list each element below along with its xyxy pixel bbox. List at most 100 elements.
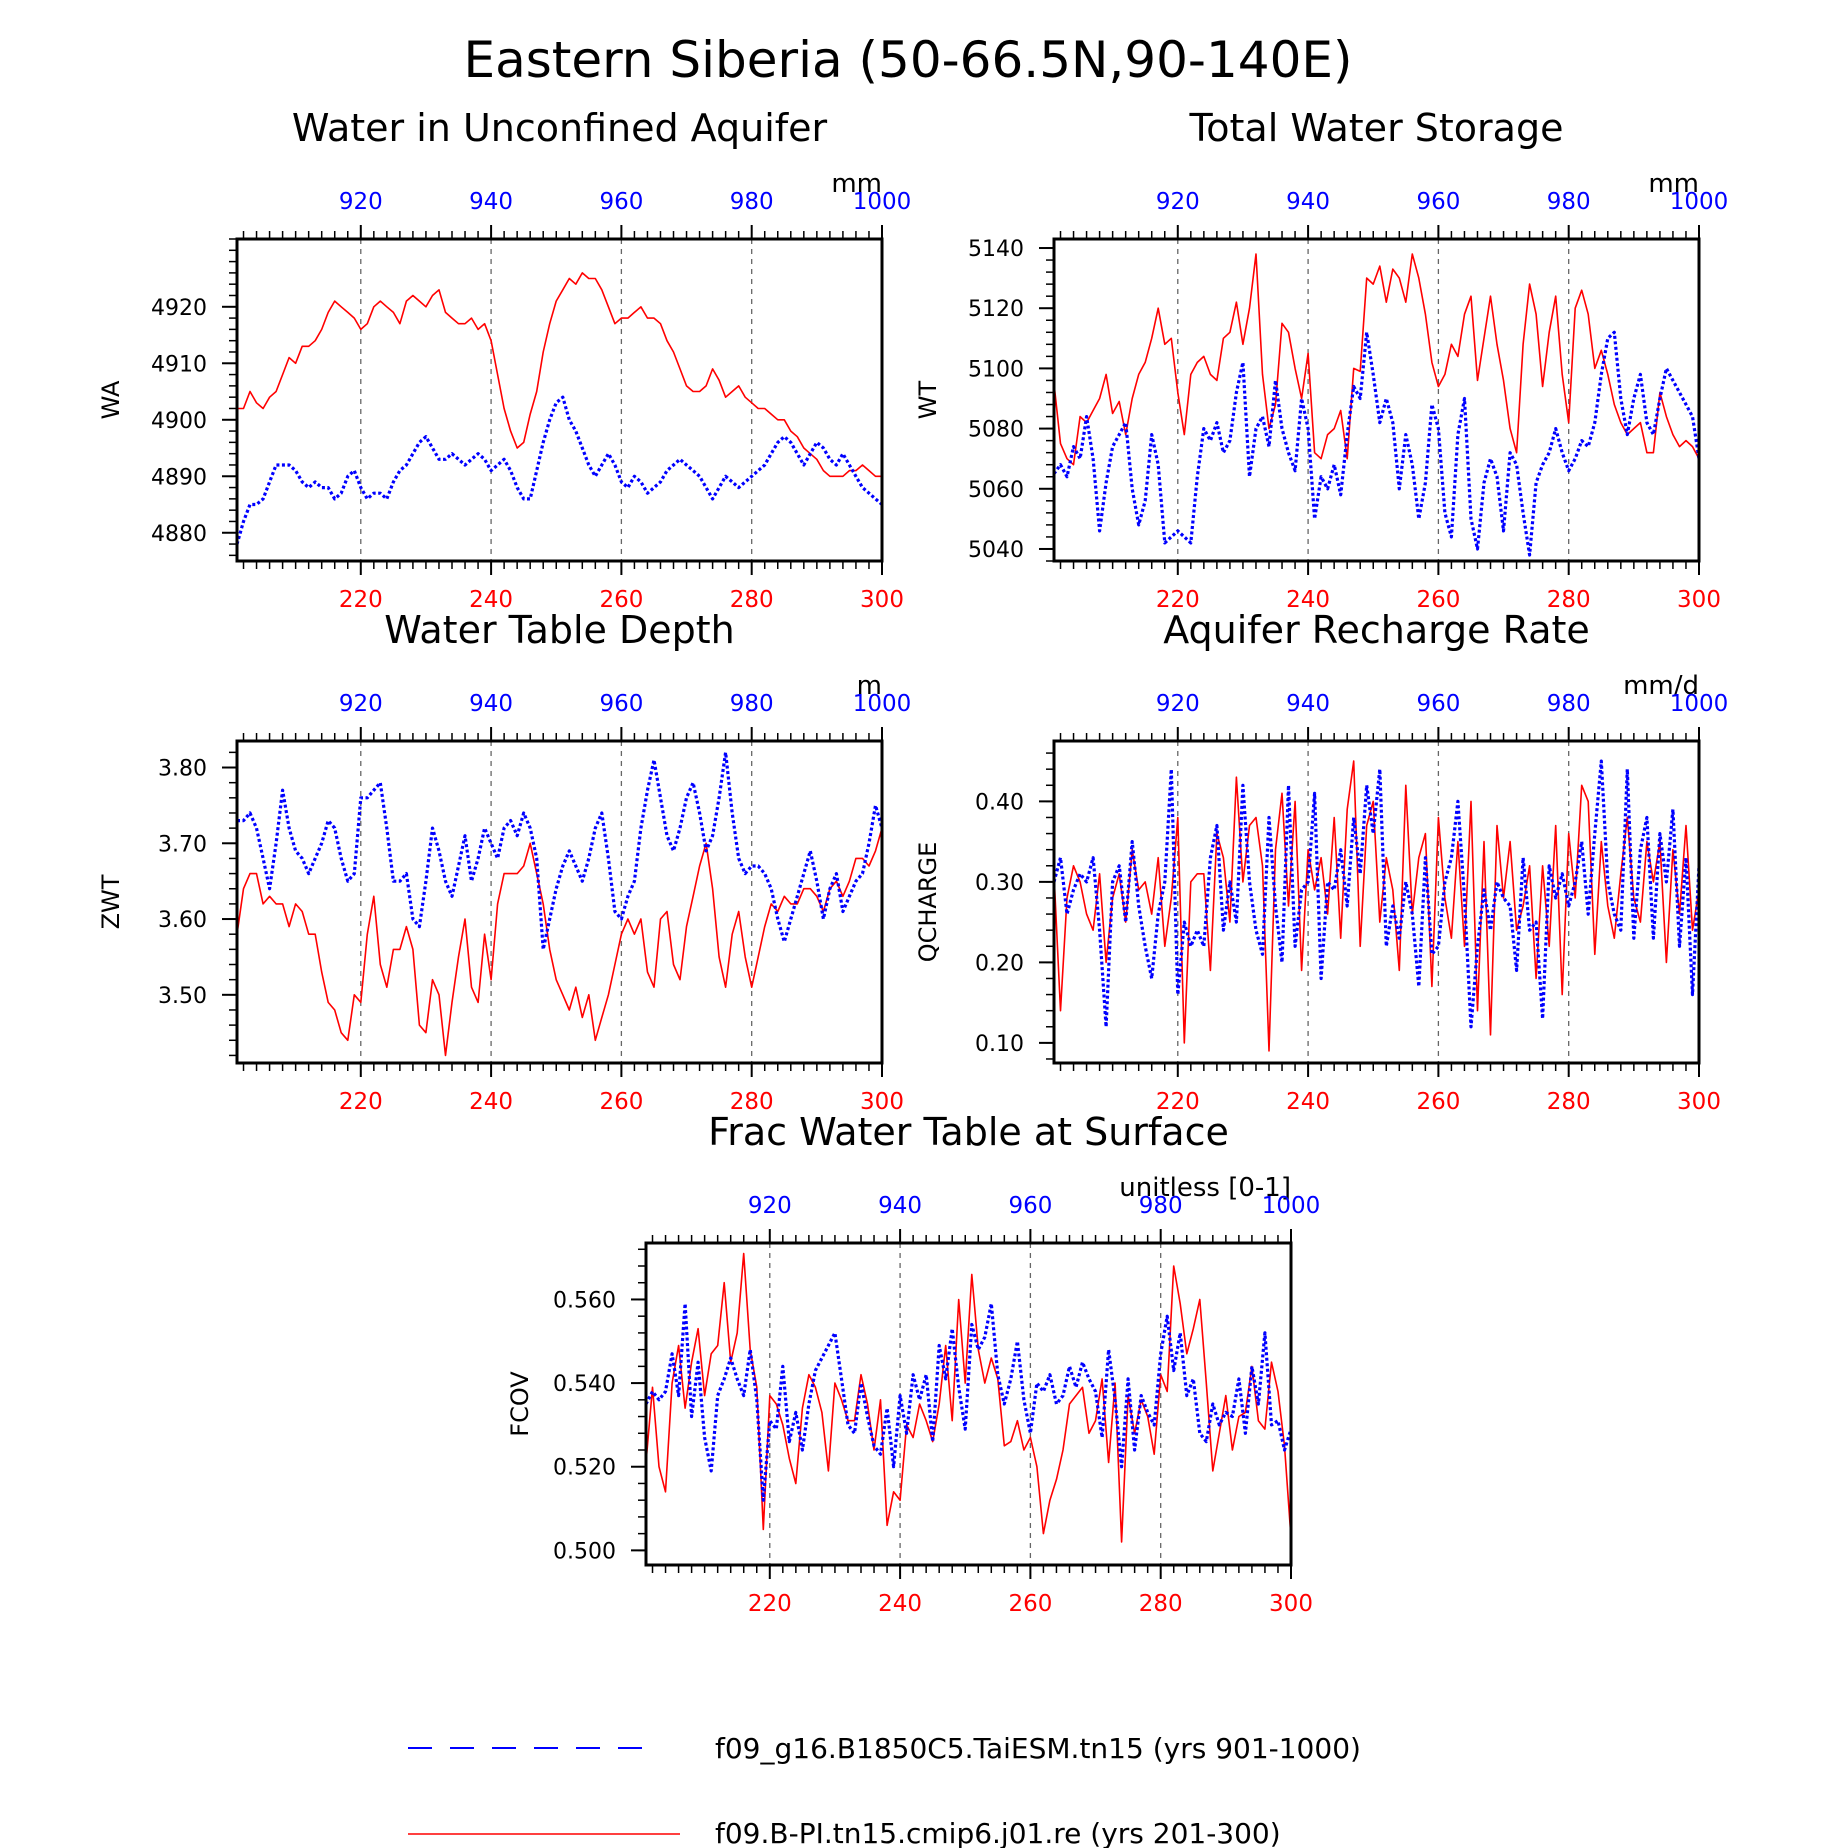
x-tick-label-bottom: 300 (860, 1089, 904, 1115)
y-tick-label: 0.40 (975, 790, 1024, 815)
x-tick-label-bottom: 260 (599, 587, 643, 613)
series-line-wt-blue (1052, 330, 1701, 557)
panel-wt: Total Water Storage mm WT 220 240 260 280 300 92… (914, 106, 1728, 613)
x-tick-label-bottom: 280 (1547, 587, 1591, 613)
x-tick-label-top: 1000 (1262, 1193, 1321, 1219)
y-axis-label-qcharge: QCHARGE (914, 842, 942, 963)
units-label-wt: mm (1648, 169, 1699, 199)
x-tick-label-bottom: 280 (1139, 1591, 1183, 1617)
panel-fcov: Frac Water Table at Surface unitless [0-1… (506, 1110, 1320, 1617)
y-tick-label: 5100 (968, 357, 1024, 382)
x-tick-label-bottom: 220 (339, 1089, 383, 1115)
series-line-wa-red (237, 272, 882, 478)
y-axis-label-wa: WA (97, 380, 125, 419)
x-tick-label-top: 940 (878, 1193, 922, 1219)
x-tick-label-bottom: 220 (339, 587, 383, 613)
y-tick-label: 4890 (151, 465, 207, 490)
series-line-wa-blue (235, 395, 884, 545)
x-tick-label-bottom: 260 (599, 1089, 643, 1115)
units-label-fcov: unitless [0-1] (1119, 1173, 1291, 1203)
x-tick-label-bottom: 300 (860, 587, 904, 613)
x-tick-label-top: 980 (1547, 189, 1591, 215)
panel-title-wa: Water in Unconfined Aquifer (292, 106, 828, 150)
panel-zwt: Water Table Depth m ZWT 220 240 260 280 300 920 9… (97, 608, 911, 1115)
x-tick-label-top: 940 (469, 189, 513, 215)
x-tick-label-top: 1000 (1670, 691, 1729, 717)
legend-label-red: f09.B-PI.tn15.cmip6.j01.re (yrs 201-300) (715, 1817, 1281, 1848)
x-tick-label-top: 960 (1008, 1193, 1052, 1219)
x-tick-label-bottom: 240 (469, 1089, 513, 1115)
plot-frame-fcov (644, 1241, 1293, 1567)
x-tick-label-top: 980 (1139, 1193, 1183, 1219)
y-tick-label: 0.540 (553, 1372, 616, 1397)
x-tick-label-bottom: 240 (469, 587, 513, 613)
y-tick-label: 3.70 (158, 832, 207, 857)
x-tick-label-bottom: 240 (878, 1591, 922, 1617)
y-axis-label-fcov: FCOV (506, 1371, 534, 1437)
x-tick-label-top: 980 (1547, 691, 1591, 717)
x-tick-label-top: 1000 (853, 691, 912, 717)
y-tick-label: 4910 (151, 352, 207, 377)
plot-frame-qcharge (1052, 739, 1701, 1065)
y-tick-label: 5140 (968, 237, 1024, 262)
y-tick-label: 5060 (968, 478, 1024, 503)
x-tick-label-bottom: 260 (1008, 1591, 1052, 1617)
y-tick-label: 0.500 (553, 1539, 616, 1564)
panel-title-fcov: Frac Water Table at Surface (708, 1110, 1229, 1154)
x-tick-label-top: 920 (339, 691, 383, 717)
panel-title-wt: Total Water Storage (1189, 106, 1564, 150)
x-tick-label-bottom: 280 (730, 1089, 774, 1115)
x-tick-label-top: 980 (730, 691, 774, 717)
series-line-qcharge-red (1053, 760, 1700, 1052)
x-tick-label-top: 920 (1156, 189, 1200, 215)
x-tick-label-top: 940 (1286, 189, 1330, 215)
x-tick-label-top: 1000 (1670, 189, 1729, 215)
x-tick-label-top: 920 (1156, 691, 1200, 717)
series-line-wt-red (1053, 253, 1700, 466)
panel-qcharge: Aquifer Recharge Rate mm/d QCHARGE 220 240 26… (914, 608, 1728, 1115)
y-tick-label: 5080 (968, 418, 1024, 443)
x-tick-label-top: 940 (469, 691, 513, 717)
panel-title-qcharge: Aquifer Recharge Rate (1163, 608, 1590, 652)
x-tick-label-bottom: 220 (748, 1591, 792, 1617)
legend-label-blue: f09_g16.B1850C5.TaiESM.tn15 (yrs 901-100… (715, 1732, 1361, 1765)
x-tick-label-bottom: 240 (1286, 587, 1330, 613)
y-tick-label: 3.80 (158, 757, 207, 782)
units-label-wa: mm (831, 169, 882, 199)
series-line-qcharge-blue (1052, 759, 1701, 1029)
plot-frame-wt (1052, 237, 1701, 563)
x-tick-label-top: 960 (599, 189, 643, 215)
legend: f09_g16.B1850C5.TaiESM.tn15 (yrs 901-100… (408, 1732, 1361, 1848)
y-tick-label: 5120 (968, 297, 1024, 322)
y-tick-label: 0.30 (975, 871, 1024, 896)
y-tick-label: 3.60 (158, 908, 207, 933)
x-tick-label-bottom: 260 (1416, 587, 1460, 613)
x-tick-label-bottom: 260 (1416, 1089, 1460, 1115)
plot-frame-wa (235, 237, 884, 563)
series-line-zwt-red (236, 827, 883, 1057)
x-tick-label-bottom: 220 (1156, 587, 1200, 613)
y-axis-label-zwt: ZWT (97, 874, 125, 929)
x-tick-label-top: 960 (599, 691, 643, 717)
x-tick-label-top: 1000 (853, 189, 912, 215)
y-axis-label-wt: WT (914, 380, 942, 419)
x-tick-label-top: 920 (339, 189, 383, 215)
x-tick-label-bottom: 280 (1547, 1089, 1591, 1115)
panel-title-zwt: Water Table Depth (384, 608, 735, 652)
x-tick-label-top: 920 (748, 1193, 792, 1219)
x-tick-label-bottom: 240 (1286, 1089, 1330, 1115)
x-tick-label-bottom: 300 (1677, 587, 1721, 613)
y-tick-label: 4920 (151, 296, 207, 321)
x-tick-label-bottom: 300 (1677, 1089, 1721, 1115)
y-tick-label: 5040 (968, 538, 1024, 563)
x-tick-label-bottom: 280 (730, 587, 774, 613)
x-tick-label-top: 960 (1416, 691, 1460, 717)
units-label-qcharge: mm/d (1623, 671, 1699, 701)
x-tick-label-top: 960 (1416, 189, 1460, 215)
x-tick-label-bottom: 300 (1269, 1591, 1313, 1617)
units-label-zwt: m (857, 671, 882, 701)
figure-title: Eastern Siberia (50-66.5N,90-140E) (463, 31, 1352, 89)
y-tick-label: 0.520 (553, 1456, 616, 1481)
